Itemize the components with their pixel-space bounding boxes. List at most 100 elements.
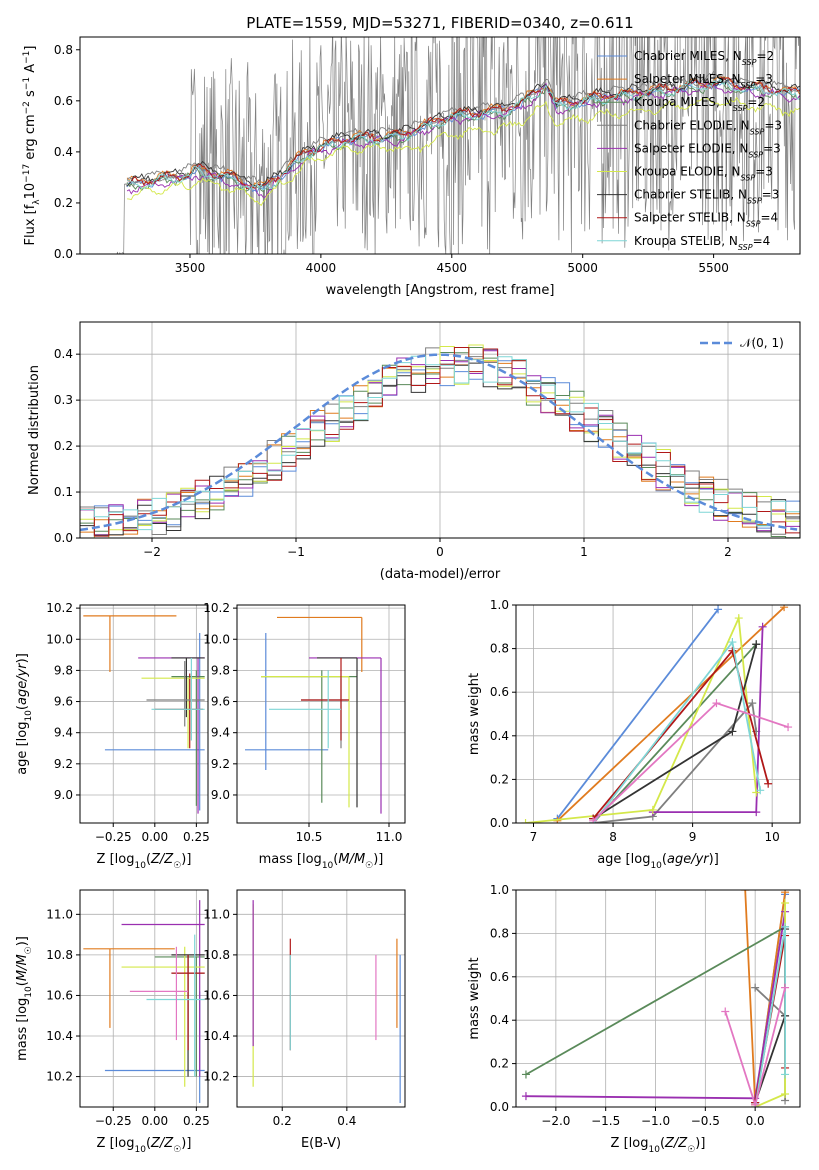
axes-spectrum: 3500 4000 4500 5000 5500 0.0 0.2 0.4 0.6 0.8 wavel… bbox=[22, 36, 801, 298]
weight-line bbox=[556, 608, 719, 820]
y-axis-label: mass weight bbox=[467, 957, 482, 1039]
x-tick-label: −0.25 bbox=[95, 830, 132, 844]
x-tick-label: −1 bbox=[287, 545, 305, 559]
spectrum-lines bbox=[116, 37, 800, 254]
plus-marker bbox=[721, 1007, 730, 1016]
y-axis-label: Normed distribution bbox=[27, 365, 42, 495]
legend-value: =4 bbox=[753, 234, 771, 248]
y-tick-label: 0.0 bbox=[490, 816, 509, 830]
label-part: ( bbox=[660, 1136, 665, 1151]
label-part: M/M bbox=[15, 954, 30, 981]
x-tick-label: 1 bbox=[580, 545, 588, 559]
label-part: mass [log bbox=[259, 852, 322, 867]
label-part: −1 bbox=[22, 51, 32, 64]
legend-name: Salpeter MILES, N bbox=[634, 72, 741, 86]
x-axis-label: mass [log10(M/M☉)] bbox=[259, 852, 384, 871]
x-tick-label: −2.0 bbox=[541, 1114, 570, 1128]
plus-marker bbox=[752, 808, 761, 817]
legend-name: Salpeter ELODIE, N bbox=[634, 141, 748, 155]
legend-entry: Salpeter MILES, NSSP=3 bbox=[634, 72, 773, 90]
plus-marker bbox=[589, 816, 598, 823]
weight-line bbox=[592, 643, 757, 823]
errorbars bbox=[83, 900, 205, 1103]
x-axis-label: age [log10(age/yr)] bbox=[597, 852, 719, 871]
legend-sub: SSP bbox=[741, 81, 756, 90]
legend-entry: Kroupa STELIB, NSSP=4 bbox=[634, 234, 770, 252]
label-part: ☉ bbox=[24, 946, 34, 954]
plus-marker bbox=[648, 805, 657, 814]
plus-marker bbox=[734, 614, 743, 623]
x-tick-label: 9 bbox=[689, 830, 697, 844]
weight-line bbox=[525, 926, 786, 1076]
x-tick-label: 2 bbox=[724, 545, 732, 559]
label-part: Z/Z bbox=[150, 852, 174, 867]
label-part: ( bbox=[15, 981, 30, 986]
y-tick-label: 10.8 bbox=[203, 948, 230, 962]
legend-sub: SSP bbox=[747, 196, 762, 205]
x-tick-label: 0.25 bbox=[183, 1114, 210, 1128]
label-part: −1 bbox=[22, 77, 32, 90]
y-tick-label: 0.0 bbox=[54, 247, 73, 261]
plus-marker bbox=[728, 727, 737, 736]
normal-curve bbox=[80, 353, 798, 532]
legend-sub: SSP bbox=[741, 173, 756, 182]
plus-marker bbox=[781, 983, 790, 992]
x-axis-label: wavelength [Angstrom, rest frame] bbox=[326, 283, 555, 298]
histogram-lines bbox=[80, 344, 800, 538]
x-tick-label: 7 bbox=[530, 830, 538, 844]
label-part: wavelength [Angstrom, rest frame] bbox=[326, 283, 555, 298]
axes-ebv_vs_mass: 0.2 0.4 10.2 10.4 10.6 10.8 11.0 E(B-V) bbox=[203, 889, 406, 1151]
axes-frame bbox=[79, 889, 209, 1108]
y-tick-label: 0.1 bbox=[54, 485, 73, 499]
y-tick-label: 9.2 bbox=[211, 757, 230, 771]
label-part: (data-model)/error bbox=[380, 567, 501, 582]
y-tick-label: 0.3 bbox=[54, 393, 73, 407]
legend-value: =3 bbox=[763, 141, 781, 155]
plots-layer: 3500 4000 4500 5000 5500 0.0 0.2 0.4 0.6 0.8 wavel… bbox=[15, 36, 801, 1155]
errorbars bbox=[245, 616, 382, 814]
axes-frame bbox=[79, 321, 801, 539]
x-tick-label: −1.0 bbox=[641, 1114, 670, 1128]
x-tick-label: 10 bbox=[765, 830, 780, 844]
label-part: −17 bbox=[22, 164, 32, 183]
legend-sub: SSP bbox=[750, 127, 765, 136]
axes-frame bbox=[236, 604, 406, 824]
label-part: ( bbox=[333, 852, 338, 867]
x-tick-label: 0.00 bbox=[141, 830, 168, 844]
plus-marker bbox=[748, 699, 757, 708]
y-tick-label: 0.0 bbox=[54, 531, 73, 545]
axes-frame bbox=[236, 889, 406, 1108]
y-tick-label: 9.0 bbox=[211, 788, 230, 802]
x-tick-label: 4000 bbox=[306, 261, 337, 275]
weight-lines bbox=[521, 605, 793, 823]
label-part: age/yr bbox=[667, 852, 710, 867]
weight-line bbox=[556, 606, 785, 822]
label-part: 10 bbox=[134, 861, 146, 871]
y-tick-label: 9.2 bbox=[54, 757, 73, 771]
label-part: mass [log bbox=[15, 998, 30, 1061]
label-part: ( bbox=[15, 705, 30, 710]
histogram-kroupa-stelib bbox=[80, 355, 800, 531]
axes-frame bbox=[79, 604, 209, 824]
plus-marker bbox=[781, 890, 790, 897]
label-part: 10 bbox=[23, 183, 38, 200]
x-tick-label: 5000 bbox=[567, 261, 598, 275]
y-tick-label: 10.6 bbox=[203, 988, 230, 1002]
label-part: )] bbox=[373, 852, 383, 867]
label-part: ☉ bbox=[365, 861, 373, 871]
y-tick-label: 9.8 bbox=[211, 663, 230, 677]
x-tick-label: −1.5 bbox=[591, 1114, 620, 1128]
plus-marker bbox=[781, 922, 790, 931]
label-part: )] bbox=[15, 653, 30, 663]
y-tick-label: 10.4 bbox=[46, 1029, 73, 1043]
label-part: ( bbox=[662, 852, 667, 867]
axes-Z_vs_age: −0.25 0.00 0.25 9.0 9.2 9.4 9.6 9.8 10.0 10.2 Z [l… bbox=[15, 601, 210, 871]
legend-entry: Chabrier MILES, NSSP=2 bbox=[634, 49, 774, 67]
legend-name: Chabrier ELODIE, N bbox=[634, 118, 750, 132]
label-part: )] bbox=[181, 852, 191, 867]
model-spectrum-chabrier-elodie bbox=[126, 70, 800, 188]
label-part: ☉ bbox=[687, 1145, 695, 1155]
observed-spectrum bbox=[116, 37, 799, 254]
legend-entry: 𝒩(0, 1) bbox=[740, 336, 784, 350]
